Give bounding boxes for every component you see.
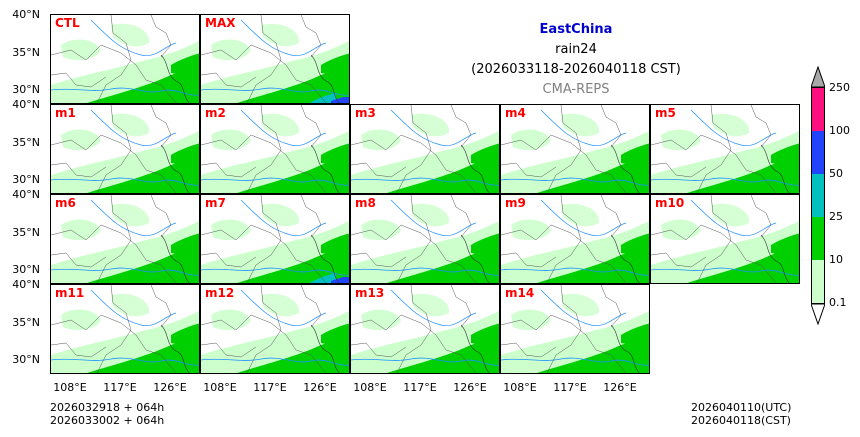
panel-m6: m6 <box>50 194 200 284</box>
panel-m4: m4 <box>500 104 650 194</box>
variable-title: rain24 <box>555 42 597 57</box>
lon-tick-126-col2: 126°E <box>303 381 337 394</box>
lon-tick-126-col1: 126°E <box>153 381 187 394</box>
valid-time-utc: 2026040110(UTC) <box>691 401 792 414</box>
panel-label: m12 <box>205 286 235 300</box>
rain-map-m8 <box>351 195 499 283</box>
lon-tick-117-col2: 117°E <box>253 381 287 394</box>
lat-tick-35-row3: 35°N <box>12 226 40 239</box>
lat-tick-30-row4: 30°N <box>12 353 40 366</box>
panel-label: m9 <box>505 196 526 210</box>
period-title: (2026033118-2026040118 CST) <box>471 62 681 77</box>
panel-label: m8 <box>355 196 376 210</box>
colorbar-lower-extension <box>811 303 825 325</box>
lon-tick-108-col3: 108°E <box>353 381 387 394</box>
rain-map-m6 <box>51 195 199 283</box>
region-title: EastChina <box>539 22 613 37</box>
colorbar-upper-extension <box>811 66 825 88</box>
panel-max: MAX <box>200 14 350 104</box>
lat-tick-35-row2: 35°N <box>12 136 40 149</box>
panel-m8: m8 <box>350 194 500 284</box>
model-title: CMA-REPS <box>542 82 610 97</box>
rain-map-m7 <box>201 195 349 283</box>
colorbar-band-0.1-10 <box>811 260 825 304</box>
panel-m10: m10 <box>650 194 800 284</box>
lat-tick-35-row1: 35°N <box>12 46 40 59</box>
panel-m1: m1 <box>50 104 200 194</box>
panel-m5: m5 <box>650 104 800 194</box>
colorbar-label-10: 10 <box>829 253 843 266</box>
colorbar-label-50: 50 <box>829 167 843 180</box>
lat-tick-40-row2: 40°N <box>12 98 40 111</box>
lon-tick-126-col3: 126°E <box>453 381 487 394</box>
lon-tick-108-col1: 108°E <box>53 381 87 394</box>
rain-map-ctl <box>51 15 199 103</box>
rain-map-m4 <box>501 105 649 193</box>
colorbar-label-0.1: 0.1 <box>829 296 847 309</box>
rain-map-m14 <box>501 285 649 373</box>
valid-time-cst: 2026040118(CST) <box>691 414 791 427</box>
panel-label: m11 <box>55 286 85 300</box>
lon-tick-126-col4: 126°E <box>603 381 637 394</box>
panel-m12: m12 <box>200 284 350 374</box>
panel-label: m14 <box>505 286 535 300</box>
lat-tick-30-row2: 30°N <box>12 173 40 186</box>
colorbar-band-25-50 <box>811 174 825 217</box>
panel-label: m3 <box>355 106 376 120</box>
panel-label: m4 <box>505 106 526 120</box>
rain-map-m12 <box>201 285 349 373</box>
rain-map-m1 <box>51 105 199 193</box>
colorbar-band-10-25 <box>811 217 825 260</box>
lat-tick-30-row3: 30°N <box>12 263 40 276</box>
colorbar-label-250: 250 <box>829 81 850 94</box>
rain-map-max <box>201 15 349 103</box>
colorbar-label-100: 100 <box>829 124 850 137</box>
rain-map-m11 <box>51 285 199 373</box>
init-time-1: 2026032918 + 064h <box>50 401 165 414</box>
panel-label: m5 <box>655 106 676 120</box>
rain-map-m10 <box>651 195 799 283</box>
panel-label: m10 <box>655 196 685 210</box>
panel-m14: m14 <box>500 284 650 374</box>
lon-tick-108-col2: 108°E <box>203 381 237 394</box>
panel-label: m2 <box>205 106 226 120</box>
panel-m9: m9 <box>500 194 650 284</box>
lat-tick-35-row4: 35°N <box>12 316 40 329</box>
rain-map-m3 <box>351 105 499 193</box>
panel-m2: m2 <box>200 104 350 194</box>
rain-map-m13 <box>351 285 499 373</box>
lat-tick-40-row1: 40°N <box>12 8 40 21</box>
lat-tick-40-row4: 40°N <box>12 278 40 291</box>
panel-label: m6 <box>55 196 76 210</box>
lon-tick-117-col4: 117°E <box>553 381 587 394</box>
lon-tick-117-col3: 117°E <box>403 381 437 394</box>
panel-label: MAX <box>205 16 236 30</box>
rain-map-m5 <box>651 105 799 193</box>
colorbar-label-25: 25 <box>829 210 843 223</box>
panel-m3: m3 <box>350 104 500 194</box>
panel-label: CTL <box>55 16 80 30</box>
rain-map-m2 <box>201 105 349 193</box>
panel-ctl: CTL <box>50 14 200 104</box>
colorbar-band-100-250 <box>811 87 825 131</box>
panel-label: m13 <box>355 286 385 300</box>
panel-m11: m11 <box>50 284 200 374</box>
colorbar-band-50-100 <box>811 131 825 174</box>
lon-tick-117-col1: 117°E <box>103 381 137 394</box>
rain-map-m9 <box>501 195 649 283</box>
panel-m13: m13 <box>350 284 500 374</box>
panel-label: m1 <box>55 106 76 120</box>
lon-tick-108-col4: 108°E <box>503 381 537 394</box>
lat-tick-30-row1: 30°N <box>12 83 40 96</box>
panel-m7: m7 <box>200 194 350 284</box>
panel-label: m7 <box>205 196 226 210</box>
init-time-2: 2026033002 + 064h <box>50 414 165 427</box>
lat-tick-40-row3: 40°N <box>12 188 40 201</box>
